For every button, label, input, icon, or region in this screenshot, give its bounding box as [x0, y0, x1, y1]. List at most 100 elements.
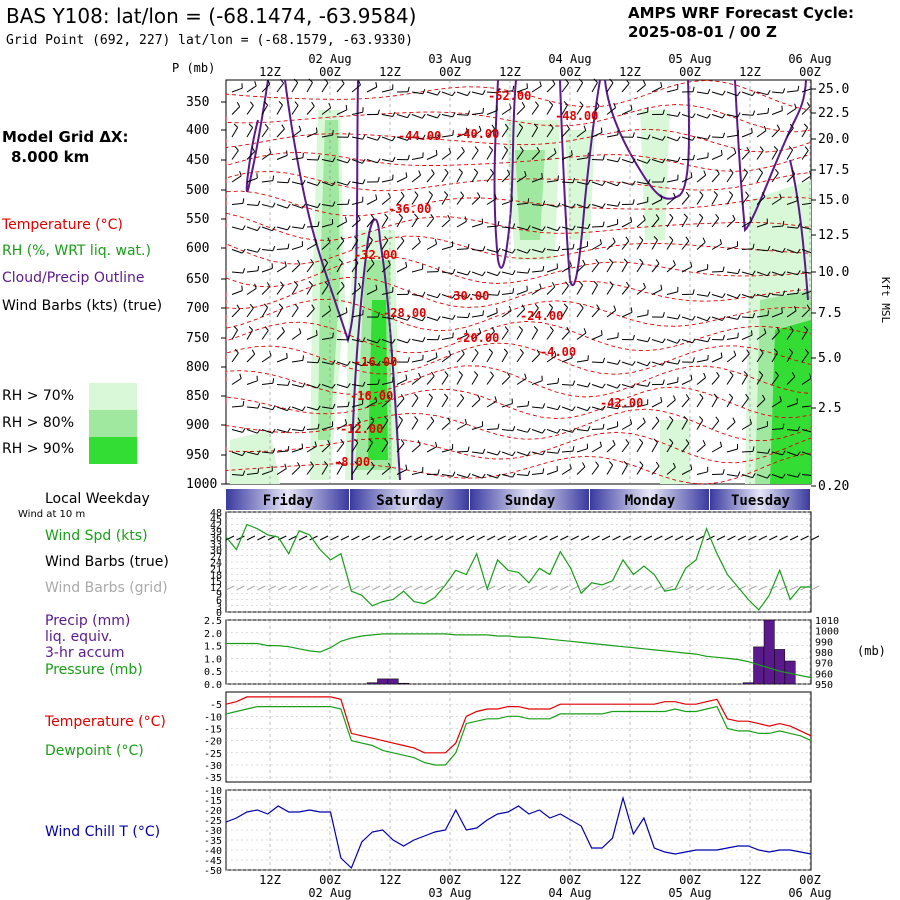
wind-barb	[576, 157, 588, 160]
wind-barb	[696, 377, 706, 385]
wind-barb	[651, 420, 660, 430]
wind-barb-flag	[602, 357, 606, 363]
wind-barb	[681, 419, 688, 430]
wind-barb-true	[382, 535, 391, 541]
wind-barb	[817, 330, 823, 340]
wind-barb-flag	[444, 393, 449, 398]
wind-barb	[291, 204, 303, 209]
bottom-time-hour: 12Z	[619, 873, 641, 887]
wind-barb	[711, 446, 722, 453]
wind-barb-flag	[660, 284, 663, 290]
temperature-contour	[226, 320, 811, 354]
wind-barb-flag	[796, 248, 801, 254]
wind-barb	[336, 159, 348, 164]
wind-barb-flag	[233, 123, 238, 128]
wind-barb-flag	[384, 438, 389, 444]
wind-barb	[396, 398, 405, 408]
wind-barb-flag	[655, 259, 660, 264]
wind-barb-true	[664, 535, 673, 541]
temperature-contour-label: -4.00	[540, 345, 576, 359]
wind-barb	[546, 307, 554, 318]
wind-barb-flag	[571, 406, 576, 411]
wind-barb-true	[246, 535, 256, 541]
wind-barb	[381, 114, 393, 117]
wind-barb-flag	[398, 416, 403, 421]
wind-barb	[741, 248, 754, 250]
wind-barb-flag	[417, 440, 421, 446]
wind-barb	[666, 136, 678, 142]
windchill-panel-tick-label: -10	[204, 786, 222, 797]
precip-panel-tick-label: 2.5	[204, 616, 222, 627]
wind-barb	[591, 82, 598, 93]
wind-barb	[471, 249, 483, 252]
wind-barb-true	[476, 535, 485, 541]
wind-barb	[351, 84, 361, 93]
wind-barb	[786, 330, 794, 340]
wind-barb-grid	[654, 585, 663, 591]
wind-barb	[666, 159, 678, 163]
wind-barb-flag	[405, 374, 408, 380]
wind-barb-flag	[819, 326, 823, 330]
wind-barb-flag	[812, 452, 815, 456]
temperature-contour	[226, 342, 811, 375]
wind-barb-flag	[474, 146, 479, 151]
wind-barb	[321, 337, 333, 340]
wind-barb	[486, 149, 494, 160]
pressure-tick-label: 500	[186, 183, 209, 198]
wind-barb	[681, 316, 693, 321]
wind-barb	[591, 361, 604, 364]
wind-barb	[381, 88, 393, 93]
wind-barb	[666, 264, 676, 273]
wind-barb-flag	[557, 202, 561, 208]
wind-barb-flag	[797, 472, 801, 478]
wind-barb-flag	[460, 393, 465, 399]
wind-barb-flag	[534, 303, 539, 309]
legend-cloud: Cloud/Precip Outline	[2, 270, 145, 286]
wind-barb-flag	[347, 158, 351, 164]
wind-barb-flag	[677, 156, 681, 162]
wind-barb	[486, 91, 499, 94]
wind-barb	[771, 249, 783, 253]
temperature-panel-tick-label: -15	[204, 724, 222, 735]
precip-bar	[774, 649, 786, 685]
wind-barb-flag	[504, 123, 509, 129]
wind-barb	[726, 91, 738, 97]
wind-barb	[591, 406, 603, 411]
top-time-date: 06 Aug	[788, 52, 831, 66]
wind-barb-flag	[281, 326, 285, 332]
wind-barb-flag	[557, 405, 561, 410]
wind-barb	[621, 442, 630, 453]
wind-barb-flag	[535, 101, 539, 106]
wind-barb	[696, 471, 708, 475]
weekday-label: Saturday	[376, 493, 444, 509]
wind-barb	[606, 262, 614, 273]
wind-barb	[576, 406, 588, 412]
wind-barb-flag	[630, 307, 633, 313]
wind-barb-flag	[722, 293, 726, 298]
wind-barb	[651, 239, 658, 250]
wind-barb	[306, 428, 319, 430]
top-time-hour: 00Z	[679, 65, 701, 79]
wind-barb-flag	[676, 338, 681, 344]
wind-barb-flag	[690, 374, 693, 380]
wind-barb-flag	[759, 348, 764, 354]
wind-barb-flag	[512, 223, 516, 229]
wind-barb-flag	[316, 181, 321, 186]
wind-barb-flag	[527, 225, 531, 231]
wind-barb-flag	[813, 428, 816, 432]
wind-barb	[306, 361, 319, 364]
wind-barb-flag	[572, 446, 575, 452]
wind-barb-flag	[251, 349, 256, 355]
wind-barb-flag	[797, 288, 800, 294]
wind-barb	[651, 263, 660, 273]
wind-barb	[786, 451, 798, 457]
wind-barb-flag	[464, 418, 467, 425]
temperature-line	[225, 696, 812, 754]
wind-barb	[606, 285, 614, 295]
wind-barb	[291, 332, 302, 340]
wind-barb-true	[298, 535, 308, 541]
wind-barb-flag	[729, 371, 734, 376]
wind-barb	[531, 105, 539, 115]
windchill-panel-frame	[225, 789, 812, 871]
wind-barb	[561, 248, 574, 250]
